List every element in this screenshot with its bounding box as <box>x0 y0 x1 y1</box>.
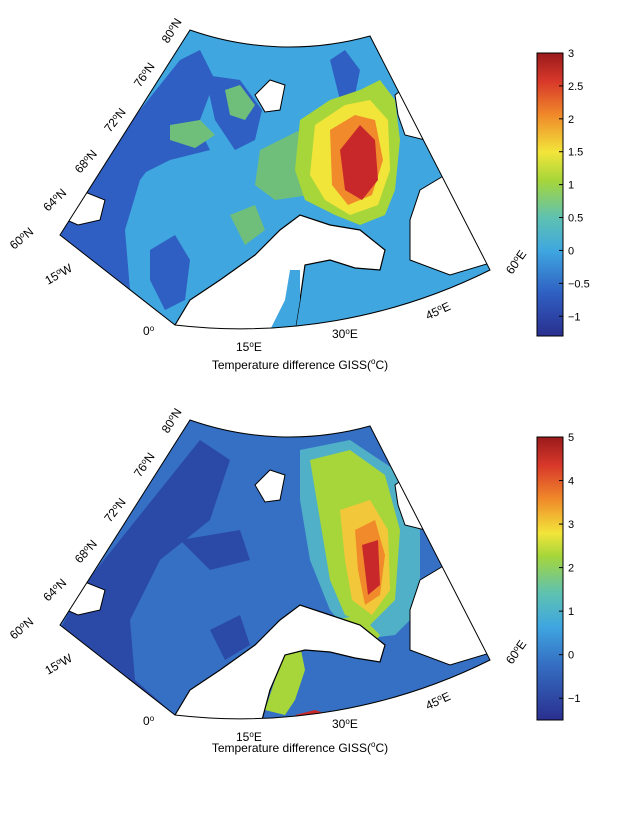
lon-label: 0o <box>143 324 155 339</box>
lon-label: 15oE <box>236 730 262 745</box>
colorbar-bottom: 5 4 3 2 1 0 −1 <box>536 432 581 721</box>
map-panel-bottom: 80oN 76oN 72oN 68oN 64oN 60oN 15oW 0o 15… <box>0 390 620 790</box>
lat-label: 76oN <box>131 60 158 90</box>
lon-label: 30oE <box>332 717 358 732</box>
lat-label: 60oN <box>7 224 37 252</box>
lon-label: 15oW <box>42 260 75 287</box>
map-panel-top: 80oN 76oN 72oN 68oN 64oN 60oN 15oW 0o 15… <box>0 0 620 390</box>
lat-label: 72oN <box>101 105 129 135</box>
colorbar-tick-label: 3 <box>568 519 574 531</box>
lon-label: 60oE <box>503 247 530 276</box>
lon-label: 60oE <box>503 637 530 666</box>
colorbar-tick-label: −1 <box>568 311 581 323</box>
map-bottom-lon-labels: 15oW 0o 15oE 30oE 45oE 60oE <box>42 637 530 745</box>
map-bottom-frame <box>59 419 491 720</box>
colorbar-tick-label: −0.5 <box>568 278 590 290</box>
colorbar-tick-label: 0 <box>568 650 574 662</box>
colorbar-tick-label: 2.5 <box>568 81 583 93</box>
map-top-svg: 80oN 76oN 72oN 68oN 64oN 60oN 15oW 0o 15… <box>7 15 590 355</box>
lon-label: 0o <box>143 714 155 729</box>
colorbar-tick-label: 1 <box>568 180 574 192</box>
lat-label: 68oN <box>71 537 99 566</box>
colorbar-tick-label: −1 <box>568 693 581 705</box>
lat-label: 76oN <box>131 450 158 480</box>
map-bottom-field <box>60 420 490 719</box>
lon-label: 15oE <box>236 340 262 355</box>
colorbar-tick-label: 2 <box>568 563 574 575</box>
lon-label: 30oE <box>332 327 358 342</box>
lat-label: 80oN <box>158 405 184 435</box>
map-top-lat-labels: 80oN 76oN 72oN 68oN 64oN 60oN <box>7 15 185 253</box>
lat-label: 80oN <box>158 15 184 45</box>
colorbar-tick-label: 4 <box>568 476 574 488</box>
map-top-field <box>60 30 490 329</box>
map-bottom-caption: Temperature difference GISS(oC) <box>211 740 389 755</box>
map-bottom-svg: 80oN 76oN 72oN 68oN 64oN 60oN 15oW 0o 15… <box>7 405 581 745</box>
lon-label: 15oW <box>42 650 75 677</box>
colorbar-tick-label: 5 <box>568 432 574 444</box>
lat-label: 64oN <box>40 185 69 214</box>
colorbar-tick-label: 1.5 <box>568 147 583 159</box>
colorbar-tick-label: 0.5 <box>568 213 583 225</box>
lon-label: 45oE <box>423 299 453 323</box>
colorbar-tick-label: 2 <box>568 114 574 126</box>
colorbar-top: 3 2.5 2 1.5 1 0.5 0 −0.5 −1 <box>536 48 590 337</box>
map-top-frame <box>59 29 491 330</box>
map-top-caption: Temperature difference GISS(oC) <box>211 357 389 372</box>
lat-label: 64oN <box>40 575 69 604</box>
lat-label: 72oN <box>101 495 129 525</box>
lon-label: 45oE <box>423 689 453 713</box>
lat-label: 68oN <box>71 147 99 176</box>
colorbar-tick-label: 3 <box>568 48 574 60</box>
colorbar-tick-label: 0 <box>568 245 574 257</box>
colorbar-tick-label: 1 <box>568 606 574 618</box>
lat-label: 60oN <box>7 614 37 642</box>
